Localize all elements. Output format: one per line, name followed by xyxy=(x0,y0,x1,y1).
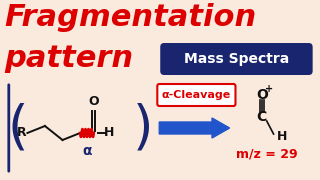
Text: Fragmentation: Fragmentation xyxy=(4,3,256,32)
Text: O: O xyxy=(256,88,268,102)
Text: +: + xyxy=(265,84,273,94)
Text: pattern: pattern xyxy=(4,44,133,73)
Text: ): ) xyxy=(133,102,153,154)
FancyArrow shape xyxy=(159,118,230,138)
FancyBboxPatch shape xyxy=(157,84,236,106)
Text: H: H xyxy=(276,129,287,143)
Text: α: α xyxy=(82,144,92,158)
FancyBboxPatch shape xyxy=(160,43,313,75)
Text: m/z = 29: m/z = 29 xyxy=(236,147,298,161)
Text: (: ( xyxy=(8,102,28,154)
Text: α-Cleavage: α-Cleavage xyxy=(162,90,231,100)
Text: O: O xyxy=(89,95,99,108)
Text: H: H xyxy=(104,127,115,140)
Text: R: R xyxy=(17,127,26,140)
Text: Mass Spectra: Mass Spectra xyxy=(184,52,289,66)
Text: C: C xyxy=(257,110,267,124)
